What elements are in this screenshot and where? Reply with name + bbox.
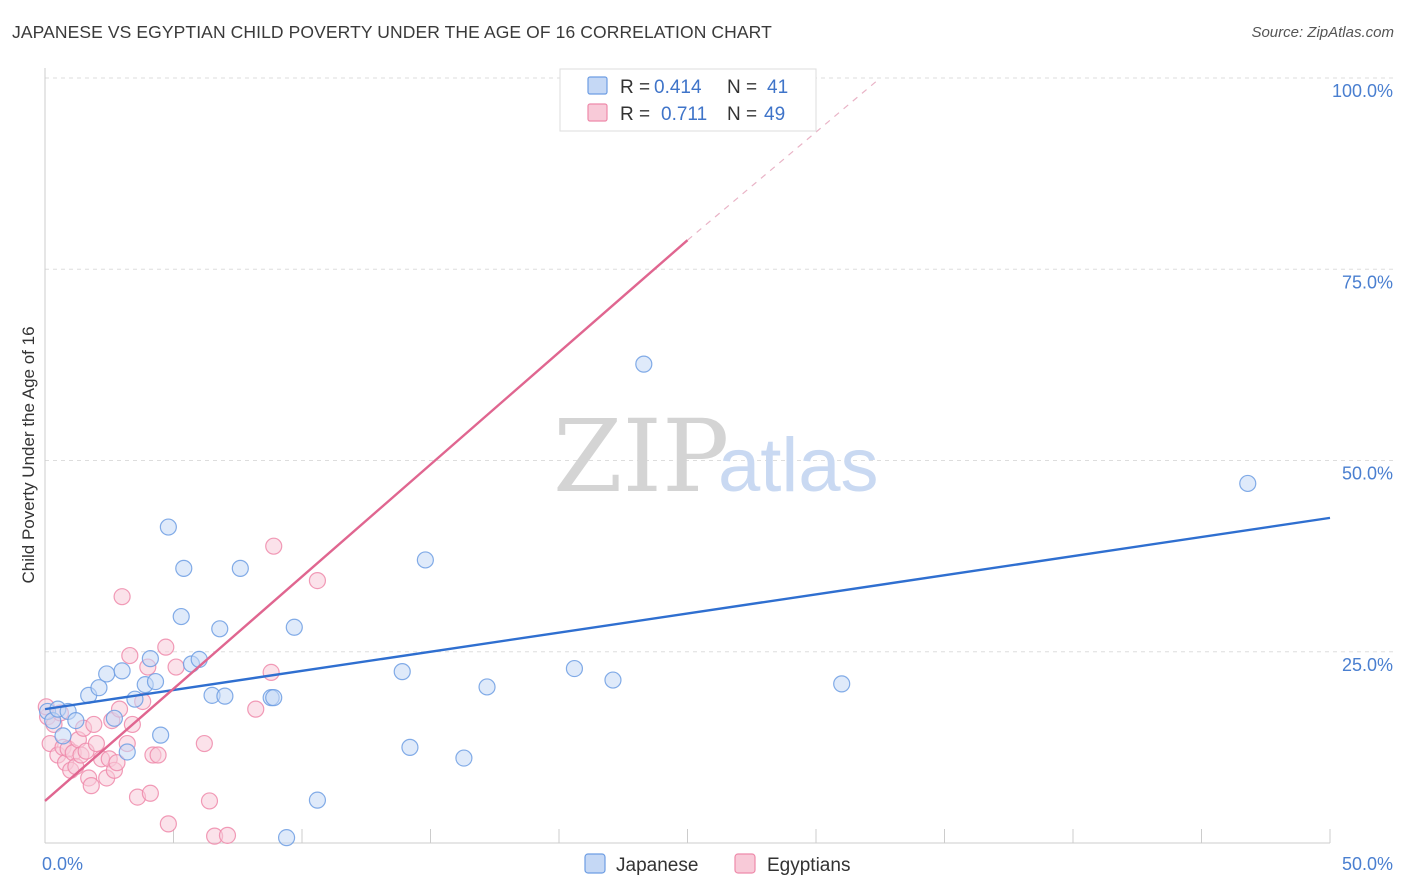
egyptians-point-39: [195, 734, 213, 753]
japanese-point-35: [478, 678, 496, 696]
japanese-point-5: [67, 711, 85, 730]
x-tick-label-1: 50.0%: [1342, 854, 1393, 874]
egyptians-point-40: [200, 792, 219, 810]
egyptians-point-17: [85, 715, 103, 734]
egyptians-point-38: [167, 658, 185, 676]
egyptians-points: [37, 69, 578, 845]
legend-swatch-egyptians: [587, 103, 608, 122]
bottom-legend-label-egyptians: Egyptians: [767, 855, 850, 876]
japanese-point-7: [90, 679, 108, 697]
watermark: ZIP atlas: [553, 398, 879, 515]
egyptians-trend-extension: [687, 77, 881, 241]
y-tick-label-2: 75.0%: [1342, 272, 1393, 292]
watermark-zip: ZIP: [553, 398, 729, 515]
y-tick-label-3: 100.0%: [1332, 81, 1393, 101]
bottom-legend-label-japanese: Japanese: [616, 855, 698, 876]
japanese-point-14: [141, 650, 159, 668]
y-axis-label: Child Poverty Under the Age of 16: [19, 326, 38, 583]
legend-r-value-japanese: 0.414: [654, 77, 702, 98]
japanese-point-29: [285, 618, 303, 636]
japanese-point-16: [152, 726, 170, 744]
japanese-point-8: [98, 665, 116, 683]
japanese-point-36: [565, 659, 584, 678]
legend-n-value-japanese: 41: [767, 77, 788, 98]
egyptians-point-37: [159, 815, 177, 833]
japanese-point-10: [113, 662, 131, 680]
japanese-point-23: [211, 620, 229, 638]
japanese-point-25: [231, 559, 249, 577]
egyptians-point-33: [141, 784, 159, 802]
watermark-atlas: atlas: [718, 423, 879, 508]
bottom-legend-swatch-egyptians: [734, 853, 756, 874]
japanese-point-32: [401, 738, 419, 756]
chart-title: JAPANESE VS EGYPTIAN CHILD POVERTY UNDER…: [12, 22, 772, 42]
japanese-point-40: [1239, 474, 1257, 493]
chart-source: Source: ZipAtlas.com: [1251, 24, 1394, 41]
japanese-point-39: [833, 675, 851, 693]
japanese-trend-line: [44, 516, 1331, 711]
legend-n-label-japanese: N =: [727, 77, 757, 98]
egyptians-point-28: [121, 646, 139, 665]
japanese-point-31: [393, 663, 411, 681]
egyptians-point-42: [218, 826, 237, 844]
japanese-point-24: [216, 687, 234, 705]
legend-r-label-japanese: R =: [620, 77, 650, 98]
egyptians-point-16: [82, 777, 100, 795]
legend-r-label-egyptians: R =: [620, 104, 650, 125]
legend-r-value-egyptians: 0.711: [661, 104, 707, 125]
japanese-point-27: [265, 689, 283, 707]
legend-n-label-egyptians: N =: [727, 104, 757, 125]
x-tick-label-0: 0.0%: [42, 854, 83, 874]
trend-lines: [44, 77, 1331, 802]
japanese-point-30: [308, 791, 327, 809]
japanese-point-11: [118, 743, 136, 761]
y-tick-label-0: 25.0%: [1342, 655, 1393, 675]
japanese-point-9: [105, 709, 123, 727]
tick-labels: 25.0% 50.0% 75.0% 100.0% 0.0% 50.0%: [42, 81, 1393, 874]
axes: [44, 68, 1331, 844]
y-tick-label-1: 50.0%: [1342, 464, 1393, 484]
japanese-point-19: [175, 559, 193, 577]
bottom-legend-swatch-japanese: [584, 853, 606, 874]
japanese-point-38: [635, 355, 653, 373]
bottom-legend: Japanese Egyptians: [584, 853, 850, 876]
japanese-point-33: [416, 551, 434, 569]
legend-box: R = 0.414 N = 41 R = 0.711 N = 49: [559, 68, 817, 132]
legend-n-value-egyptians: 49: [764, 104, 785, 125]
japanese-point-37: [604, 671, 622, 689]
japanese-point-12: [126, 690, 144, 708]
egyptians-point-44: [262, 663, 280, 682]
egyptians-point-18: [87, 734, 106, 753]
japanese-point-17: [159, 518, 177, 536]
japanese-point-28: [277, 829, 296, 847]
egyptians-point-43: [247, 700, 265, 718]
japanese-point-18: [172, 607, 190, 626]
egyptians-point-45: [265, 537, 283, 555]
egyptians-point-24: [108, 754, 126, 772]
egyptians-point-46: [308, 572, 327, 590]
legend-swatch-japanese: [587, 76, 608, 95]
egyptians-point-26: [113, 588, 131, 606]
japanese-point-34: [455, 749, 473, 767]
japanese-points: [38, 355, 1257, 847]
egyptians-point-35: [149, 746, 167, 764]
egyptians-point-36: [157, 638, 175, 656]
egyptians-trend-line: [44, 239, 689, 802]
japanese-point-3: [54, 727, 72, 745]
japanese-point-15: [146, 672, 165, 691]
